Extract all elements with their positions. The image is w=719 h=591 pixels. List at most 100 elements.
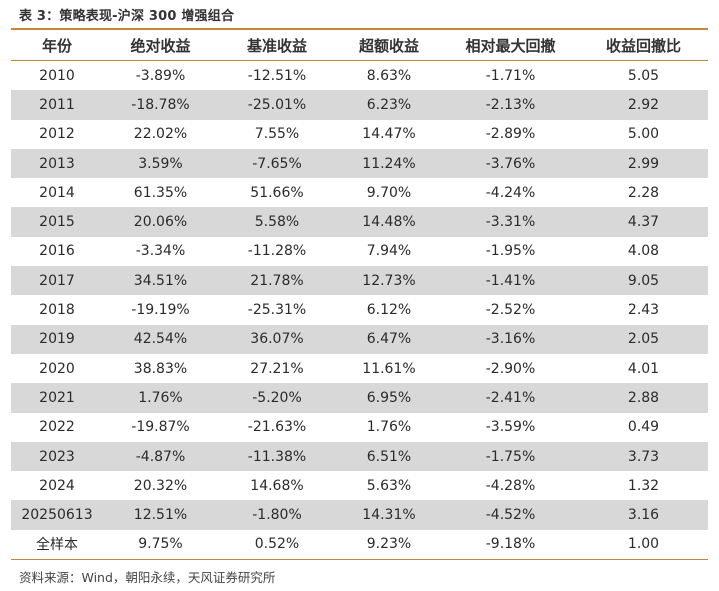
return-drawdown-ratio-cell: 9.05 [579,266,708,296]
relative-max-drawdown-cell: -4.52% [442,500,579,530]
table-row: 2017 34.51% 21.78% 12.73% -1.41% 9.05 [11,266,708,296]
header-absolute-return: 绝对收益 [103,30,218,61]
absolute-return-cell: -18.78% [103,90,218,120]
relative-max-drawdown-cell: -3.59% [485,419,536,436]
relative-max-drawdown-cell: -3.16% [442,324,579,354]
table-row: 2013 3.59% -7.65% 11.24% -3.76% 2.99 [11,148,708,179]
header-year: 年份 [11,30,103,61]
relative-max-drawdown-cell: -3.76% [442,148,579,179]
benchmark-return-cell: -5.20% [218,383,336,413]
return-drawdown-ratio-cell: 1.00 [579,529,708,561]
table-row: 2016 -3.34% -11.28% 7.94% -1.95% 4.08 [11,237,708,266]
top-rule [11,28,708,30]
performance-table: 年份 绝对收益 基准收益 超额收益 相对最大回撤 收益回撤比 2010 -3.89… [11,30,708,561]
year-cell: 20250613 [11,500,103,530]
table-row: 2023 -4.87% -11.38% 6.51% -1.75% 3.73 [11,441,708,472]
header-excess-return: 超额收益 [336,30,442,61]
excess-return-cell: 14.31% [336,500,442,530]
excess-return-cell: 1.76% [366,419,412,436]
absolute-return-cell: -3.89% [135,67,186,84]
excess-return-cell: 11.24% [336,148,442,179]
return-drawdown-ratio-cell: 2.05 [579,324,708,354]
absolute-return-cell: -19.87% [131,419,190,436]
year-cell: 2013 [11,148,103,179]
benchmark-return-cell: -11.38% [218,441,336,472]
table-row: 2020 38.83% 27.21% 11.61% -2.90% 4.01 [11,354,708,383]
year-cell: 2019 [11,324,103,354]
year-cell: 全样本 [11,529,103,561]
absolute-return-cell: 20.32% [133,477,188,494]
table-row: 2014 61.35% 51.66% 9.70% -4.24% 2.28 [11,178,708,207]
relative-max-drawdown-cell: -9.18% [442,529,579,561]
return-drawdown-ratio-cell: 5.00 [627,126,660,143]
absolute-return-cell: -4.87% [103,441,218,472]
table-row: 2012 22.02% 7.55% 14.47% -2.89% 5.00 [11,120,708,149]
absolute-return-cell: 1.76% [103,383,218,413]
excess-return-cell: 11.61% [362,360,416,377]
year-cell: 2016 [39,243,75,260]
absolute-return-cell: 12.51% [103,500,218,530]
relative-max-drawdown-cell: -1.71% [485,67,536,84]
return-drawdown-ratio-cell: 4.08 [627,243,660,260]
benchmark-return-cell: -25.01% [218,90,336,120]
excess-return-cell: 6.47% [336,324,442,354]
excess-return-cell: 6.51% [336,441,442,472]
header-benchmark-return: 基准收益 [218,30,336,61]
table-row: 2015 20.06% 5.58% 14.48% -3.31% 4.37 [11,207,708,237]
relative-max-drawdown-cell: -1.95% [485,243,536,260]
relative-max-drawdown-cell: -3.31% [442,207,579,237]
table-row: 2018 -19.19% -25.31% 6.12% -2.52% 2.43 [11,295,708,324]
absolute-return-cell: 61.35% [133,184,188,201]
relative-max-drawdown-cell: -4.28% [485,477,536,494]
return-drawdown-ratio-cell: 1.32 [627,477,660,494]
table-row: 2021 1.76% -5.20% 6.95% -2.41% 2.88 [11,383,708,413]
benchmark-return-cell: -1.80% [218,500,336,530]
source-note: 资料来源：Wind，朝阳永续，天风证券研究所 [19,570,276,585]
benchmark-return-cell: 14.68% [250,477,304,494]
excess-return-cell: 6.23% [336,90,442,120]
relative-max-drawdown-cell: -2.89% [485,126,536,143]
year-cell: 2010 [39,67,75,84]
relative-max-drawdown-cell: -1.41% [442,266,579,296]
header-relative-max-drawdown: 相对最大回撤 [442,30,579,61]
excess-return-cell: 8.63% [366,67,412,84]
return-drawdown-ratio-cell: 4.01 [627,360,660,377]
benchmark-return-cell: 0.52% [218,529,336,561]
year-cell: 2017 [11,266,103,296]
benchmark-return-cell: -11.28% [247,243,307,260]
table-row: 20250613 12.51% -1.80% 14.31% -4.52% 3.16 [11,500,708,530]
year-cell: 2023 [11,441,103,472]
year-cell: 2018 [39,302,75,319]
absolute-return-cell: 20.06% [103,207,218,237]
return-drawdown-ratio-cell: 4.37 [579,207,708,237]
return-drawdown-ratio-cell: 2.88 [579,383,708,413]
absolute-return-cell: 38.83% [133,360,188,377]
year-cell: 2020 [39,360,75,377]
absolute-return-cell: 34.51% [103,266,218,296]
table-title: 表 3：策略表现-沪深 300 增强组合 [19,9,235,24]
excess-return-cell: 14.48% [336,207,442,237]
benchmark-return-cell: -21.63% [247,419,307,436]
table-row: 2011 -18.78% -25.01% 6.23% -2.13% 2.92 [11,90,708,120]
return-drawdown-ratio-cell: 2.43 [627,302,660,319]
benchmark-return-cell: 5.58% [218,207,336,237]
benchmark-return-cell: 27.21% [250,360,304,377]
benchmark-return-cell: -7.65% [218,148,336,179]
return-drawdown-ratio-cell: 0.49 [627,419,660,436]
header-row: 年份 绝对收益 基准收益 超额收益 相对最大回撤 收益回撤比 [11,30,708,61]
excess-return-cell: 9.23% [336,529,442,561]
year-cell: 2024 [39,477,75,494]
benchmark-return-cell: 7.55% [254,126,300,143]
table-row: 2024 20.32% 14.68% 5.63% -4.28% 1.32 [11,471,708,500]
return-drawdown-ratio-cell: 5.05 [627,67,660,84]
relative-max-drawdown-cell: -2.13% [442,90,579,120]
relative-max-drawdown-cell: -2.52% [485,302,536,319]
excess-return-cell: 12.73% [336,266,442,296]
year-cell: 2021 [11,383,103,413]
table-body: 2010 -3.89% -12.51% 8.63% -1.71% 5.05 2011 -18.… [11,61,708,561]
excess-return-cell: 6.12% [366,302,412,319]
benchmark-return-cell: -12.51% [247,67,307,84]
return-drawdown-ratio-cell: 2.99 [579,148,708,179]
year-cell: 2014 [39,184,75,201]
table-row: 2019 42.54% 36.07% 6.47% -3.16% 2.05 [11,324,708,354]
